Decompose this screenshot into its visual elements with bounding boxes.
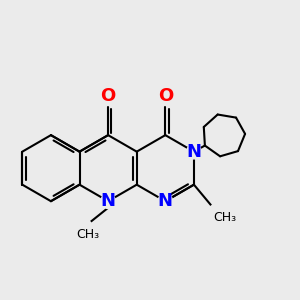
Text: O: O — [158, 87, 173, 105]
Text: N: N — [186, 143, 201, 161]
Text: N: N — [100, 192, 116, 210]
Text: O: O — [100, 87, 116, 105]
Circle shape — [187, 144, 201, 159]
Circle shape — [158, 194, 172, 208]
Text: CH₃: CH₃ — [214, 211, 237, 224]
Text: CH₃: CH₃ — [77, 228, 100, 241]
Text: N: N — [158, 192, 173, 210]
Circle shape — [101, 194, 116, 208]
